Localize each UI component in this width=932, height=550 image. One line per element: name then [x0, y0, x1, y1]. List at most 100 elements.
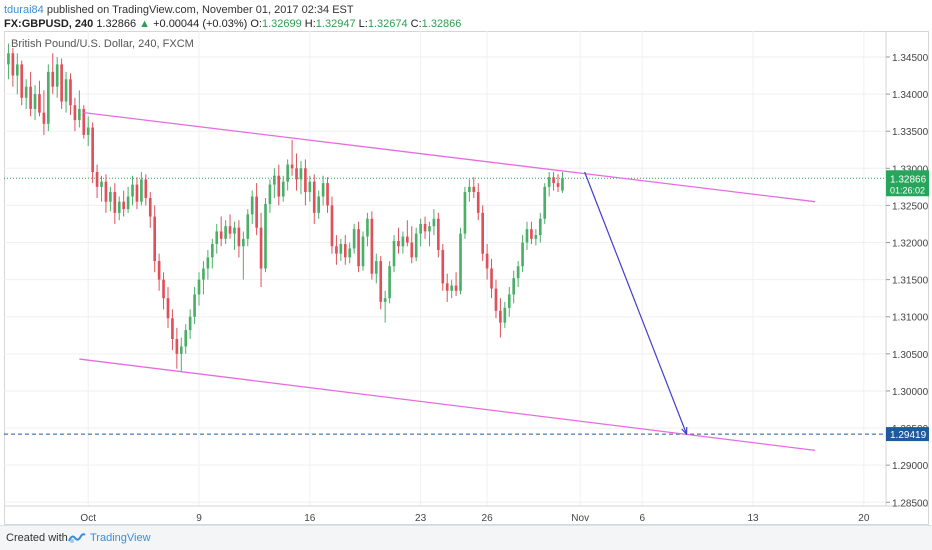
candle-body [308, 181, 312, 193]
last-value: 1.32866 [96, 18, 137, 30]
candle-body [441, 249, 445, 284]
tradingview-brand-link[interactable]: TradingView [90, 532, 151, 544]
candle-body [122, 201, 125, 210]
candle-body [445, 283, 449, 291]
candle-body [472, 186, 476, 193]
candle-body [268, 184, 272, 204]
y-tick-label: 1.32000 [892, 239, 929, 250]
open-value: 1.32699 [261, 18, 302, 30]
candle-body [171, 318, 174, 340]
high-value: 1.32947 [315, 18, 356, 30]
candle-body [15, 64, 19, 76]
candle-body [379, 261, 383, 302]
candle-body [20, 64, 24, 98]
candle-body [525, 229, 529, 243]
candle-body [60, 64, 63, 102]
created-with-text: Created with [6, 532, 68, 544]
candle-body [432, 218, 436, 227]
candle-body [117, 201, 121, 213]
projection-arrow-line[interactable] [584, 171, 688, 435]
candle-body [131, 184, 134, 197]
candle-body [499, 310, 502, 323]
candle-body [29, 86, 32, 109]
footer-bar: Created with TradingView [0, 525, 932, 550]
x-tick-label: Nov [571, 513, 589, 524]
candle-body [388, 266, 391, 299]
candle-body [51, 71, 55, 87]
candle-body [552, 177, 555, 184]
candle-body [7, 53, 10, 65]
candle-body [55, 64, 59, 87]
candle-body [317, 196, 321, 213]
candle-body [219, 231, 223, 239]
candle-body [277, 175, 281, 197]
candle-body [233, 227, 236, 234]
candle-body [33, 94, 37, 109]
candle-body [228, 226, 232, 234]
candle-body [193, 294, 196, 317]
candle-body [538, 218, 542, 236]
candle-body [69, 79, 72, 106]
candle-body [162, 279, 165, 299]
candle-body [259, 227, 263, 269]
candle-body [312, 181, 316, 213]
candle-body [410, 242, 414, 258]
publish-header: tdurai84 published on TradingView.com, N… [4, 3, 354, 17]
candle-body [144, 179, 148, 198]
y-tick-label: 1.29000 [892, 461, 929, 472]
publish-info: published on TradingView.com, November 0… [43, 4, 354, 16]
x-tick-label: 9 [196, 513, 202, 524]
candle-body [175, 339, 179, 354]
target-price-badge [886, 427, 929, 442]
author-link[interactable]: tdurai84 [4, 4, 44, 16]
candle-body [419, 223, 422, 234]
y-tick-label: 1.33500 [892, 127, 929, 138]
candle-body [561, 177, 564, 191]
channel-lower-line[interactable] [79, 358, 816, 451]
y-tick-label: 1.30500 [892, 350, 929, 361]
close-value: 1.32866 [421, 18, 462, 30]
candle-body [126, 196, 130, 210]
candle-body [556, 183, 560, 187]
candle-body [46, 71, 50, 124]
candle-body [215, 231, 219, 245]
projection-arrowhead-icon [681, 426, 688, 436]
chart-frame [4, 31, 929, 525]
candle-body [326, 183, 329, 206]
candle-body [250, 196, 254, 215]
x-tick-label: 16 [304, 513, 316, 524]
candle-body [348, 248, 352, 258]
candle-body [521, 242, 524, 267]
countdown-label: 01:26:02 [890, 185, 925, 195]
candle-body [64, 79, 68, 102]
candle-body [516, 266, 520, 279]
candle-body [503, 307, 507, 323]
x-tick-label: 13 [747, 513, 759, 524]
candle-body [100, 181, 103, 187]
low-label: L: [358, 18, 368, 30]
symbol-label: FX:GBPUSD, 240 [4, 18, 94, 30]
candle-body [366, 218, 369, 237]
candle-body [237, 227, 241, 247]
candle-body [166, 298, 170, 319]
candle-body [140, 179, 143, 202]
x-tick-label: 20 [858, 513, 870, 524]
candle-body [290, 164, 294, 169]
candle-body [530, 229, 533, 239]
candle-body [242, 238, 245, 247]
candle-body [343, 244, 347, 258]
price-chart[interactable]: 1.34500 1.34000 1.33500 1.33000 1.32500 1.320… [0, 0, 932, 525]
y-tick-label: 1.34500 [892, 53, 929, 64]
candle-body [547, 177, 551, 187]
candle-body [423, 223, 427, 232]
candle-body [273, 175, 276, 185]
candle-body [95, 172, 99, 187]
ohlc-legend: FX:GBPUSD, 240 1.32866 ▲ +0.00044 (+0.03… [4, 17, 461, 31]
channel-upper-line[interactable] [83, 111, 816, 203]
candle-body [370, 218, 374, 274]
candle-body [264, 203, 267, 269]
candle-body [304, 168, 307, 193]
candle-body [463, 192, 467, 234]
candle-body [321, 183, 325, 197]
candle-body [481, 212, 485, 254]
